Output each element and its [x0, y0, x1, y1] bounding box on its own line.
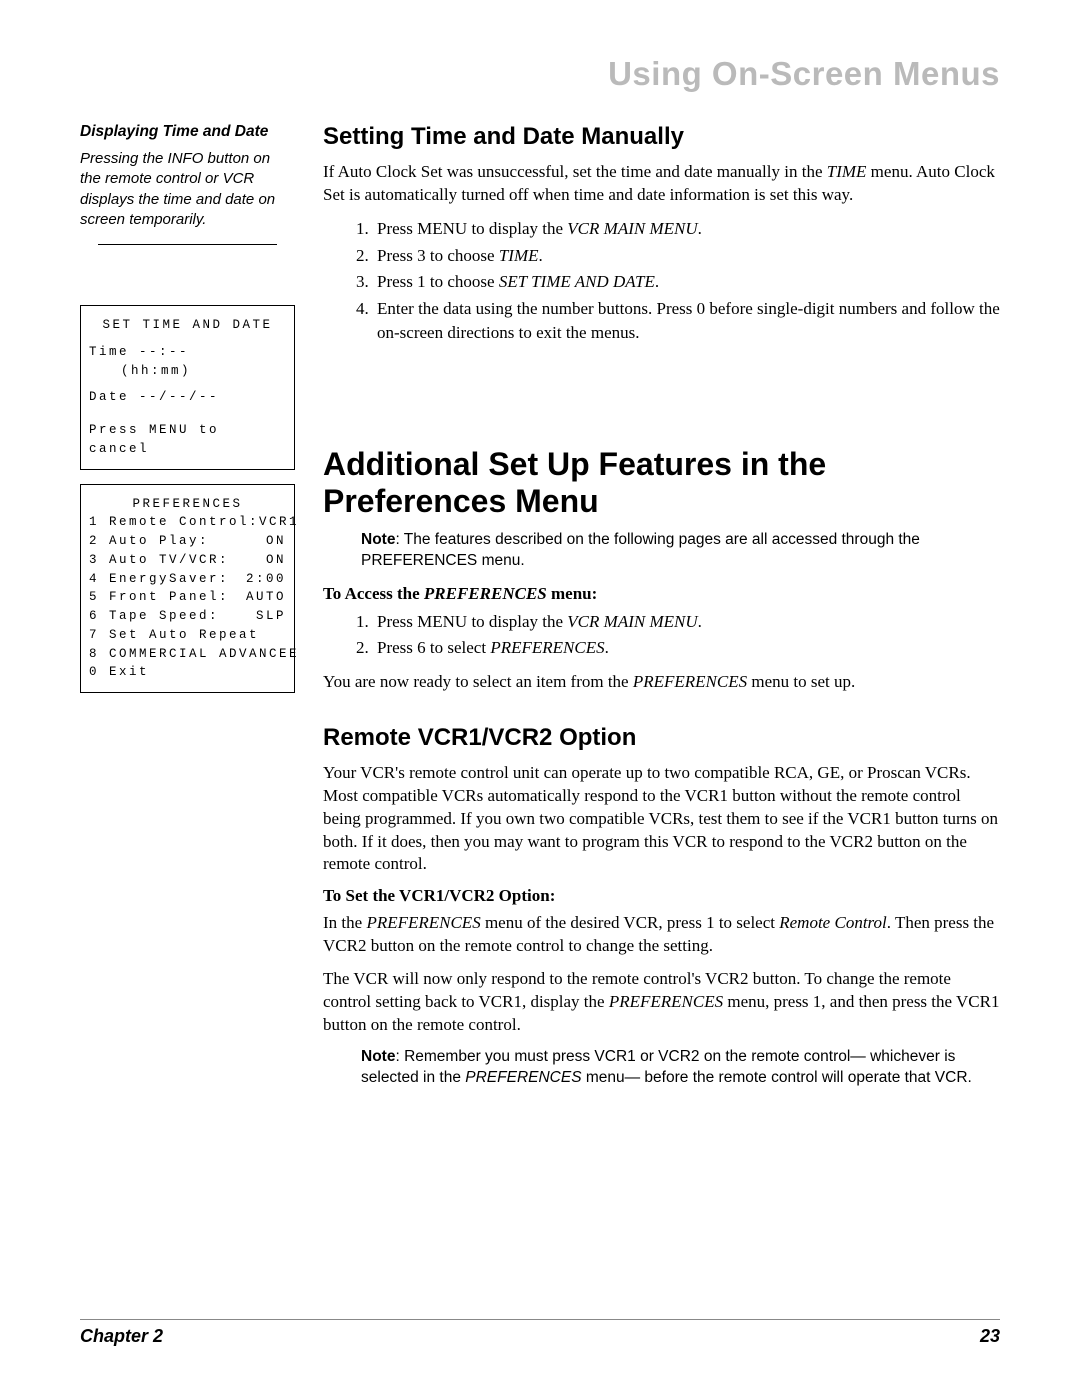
- section2-subhead: To Access the PREFERENCES menu:: [323, 584, 1000, 604]
- footer-chapter: Chapter 2: [80, 1326, 163, 1347]
- section3-para3: The VCR will now only respond to the rem…: [323, 968, 1000, 1037]
- step-1: Press MENU to display the VCR MAIN MENU.: [373, 610, 1000, 635]
- section3-para1: Your VCR's remote control unit can opera…: [323, 762, 1000, 877]
- box1-title: SET TIME AND DATE: [89, 316, 286, 335]
- preferences-box: PREFERENCES 1 Remote Control:VCR12 Auto …: [80, 484, 295, 694]
- preferences-row: 2 Auto Play:ON: [89, 532, 286, 551]
- preferences-row: 7 Set Auto Repeat: [89, 626, 286, 645]
- preferences-row: 1 Remote Control:VCR1: [89, 513, 286, 532]
- section1-intro: If Auto Clock Set was unsuccessful, set …: [323, 161, 1000, 207]
- section2-note: Note: The features described on the foll…: [361, 530, 1000, 572]
- preferences-row: 4 EnergySaver:2:00: [89, 570, 286, 589]
- section2-steps: Press MENU to display the VCR MAIN MENU.…: [323, 610, 1000, 661]
- step-2: Press 6 to select PREFERENCES.: [373, 636, 1000, 661]
- preferences-row: 3 Auto TV/VCR:ON: [89, 551, 286, 570]
- section2-heading: Additional Set Up Features in the Prefer…: [323, 446, 1000, 520]
- box1-line3: Date --/--/--: [89, 388, 286, 407]
- page-footer: Chapter 2 23: [80, 1319, 1000, 1347]
- section2-closing: You are now ready to select an item from…: [323, 671, 1000, 694]
- preferences-row: 6 Tape Speed:SLP: [89, 607, 286, 626]
- sidebar: Displaying Time and Date Pressing the IN…: [80, 123, 295, 1101]
- preferences-row: 0 Exit: [89, 663, 286, 682]
- box1-line1: Time --:--: [89, 343, 286, 362]
- section1-heading: Setting Time and Date Manually: [323, 123, 1000, 151]
- box1-line2: (hh:mm): [89, 362, 286, 381]
- section3-para2: In the PREFERENCES menu of the desired V…: [323, 912, 1000, 958]
- step-4: Enter the data using the number buttons.…: [373, 297, 1000, 346]
- step-3: Press 1 to choose SET TIME AND DATE.: [373, 270, 1000, 295]
- preferences-row: 5 Front Panel:AUTO: [89, 588, 286, 607]
- set-time-date-box: SET TIME AND DATE Time --:-- (hh:mm) Dat…: [80, 305, 295, 470]
- sidebar-heading: Displaying Time and Date: [80, 123, 295, 141]
- box2-title: PREFERENCES: [89, 495, 286, 514]
- footer-page-number: 23: [980, 1326, 1000, 1347]
- preferences-row: 8 COMMERCIAL ADVANCEE: [89, 645, 286, 664]
- section3-note: Note: Remember you must press VCR1 or VC…: [361, 1047, 1000, 1089]
- sidebar-divider: [98, 244, 277, 245]
- main-content: Setting Time and Date Manually If Auto C…: [323, 123, 1000, 1101]
- section3-subhead: To Set the VCR1/VCR2 Option:: [323, 886, 1000, 906]
- step-2: Press 3 to choose TIME.: [373, 244, 1000, 269]
- page-header-title: Using On-Screen Menus: [80, 55, 1000, 93]
- box1-line4: Press MENU to cancel: [89, 421, 286, 459]
- sidebar-paragraph: Pressing the INFO button on the remote c…: [80, 149, 295, 230]
- step-1: Press MENU to display the VCR MAIN MENU.: [373, 217, 1000, 242]
- section1-steps: Press MENU to display the VCR MAIN MENU.…: [323, 217, 1000, 346]
- section3-heading: Remote VCR1/VCR2 Option: [323, 724, 1000, 752]
